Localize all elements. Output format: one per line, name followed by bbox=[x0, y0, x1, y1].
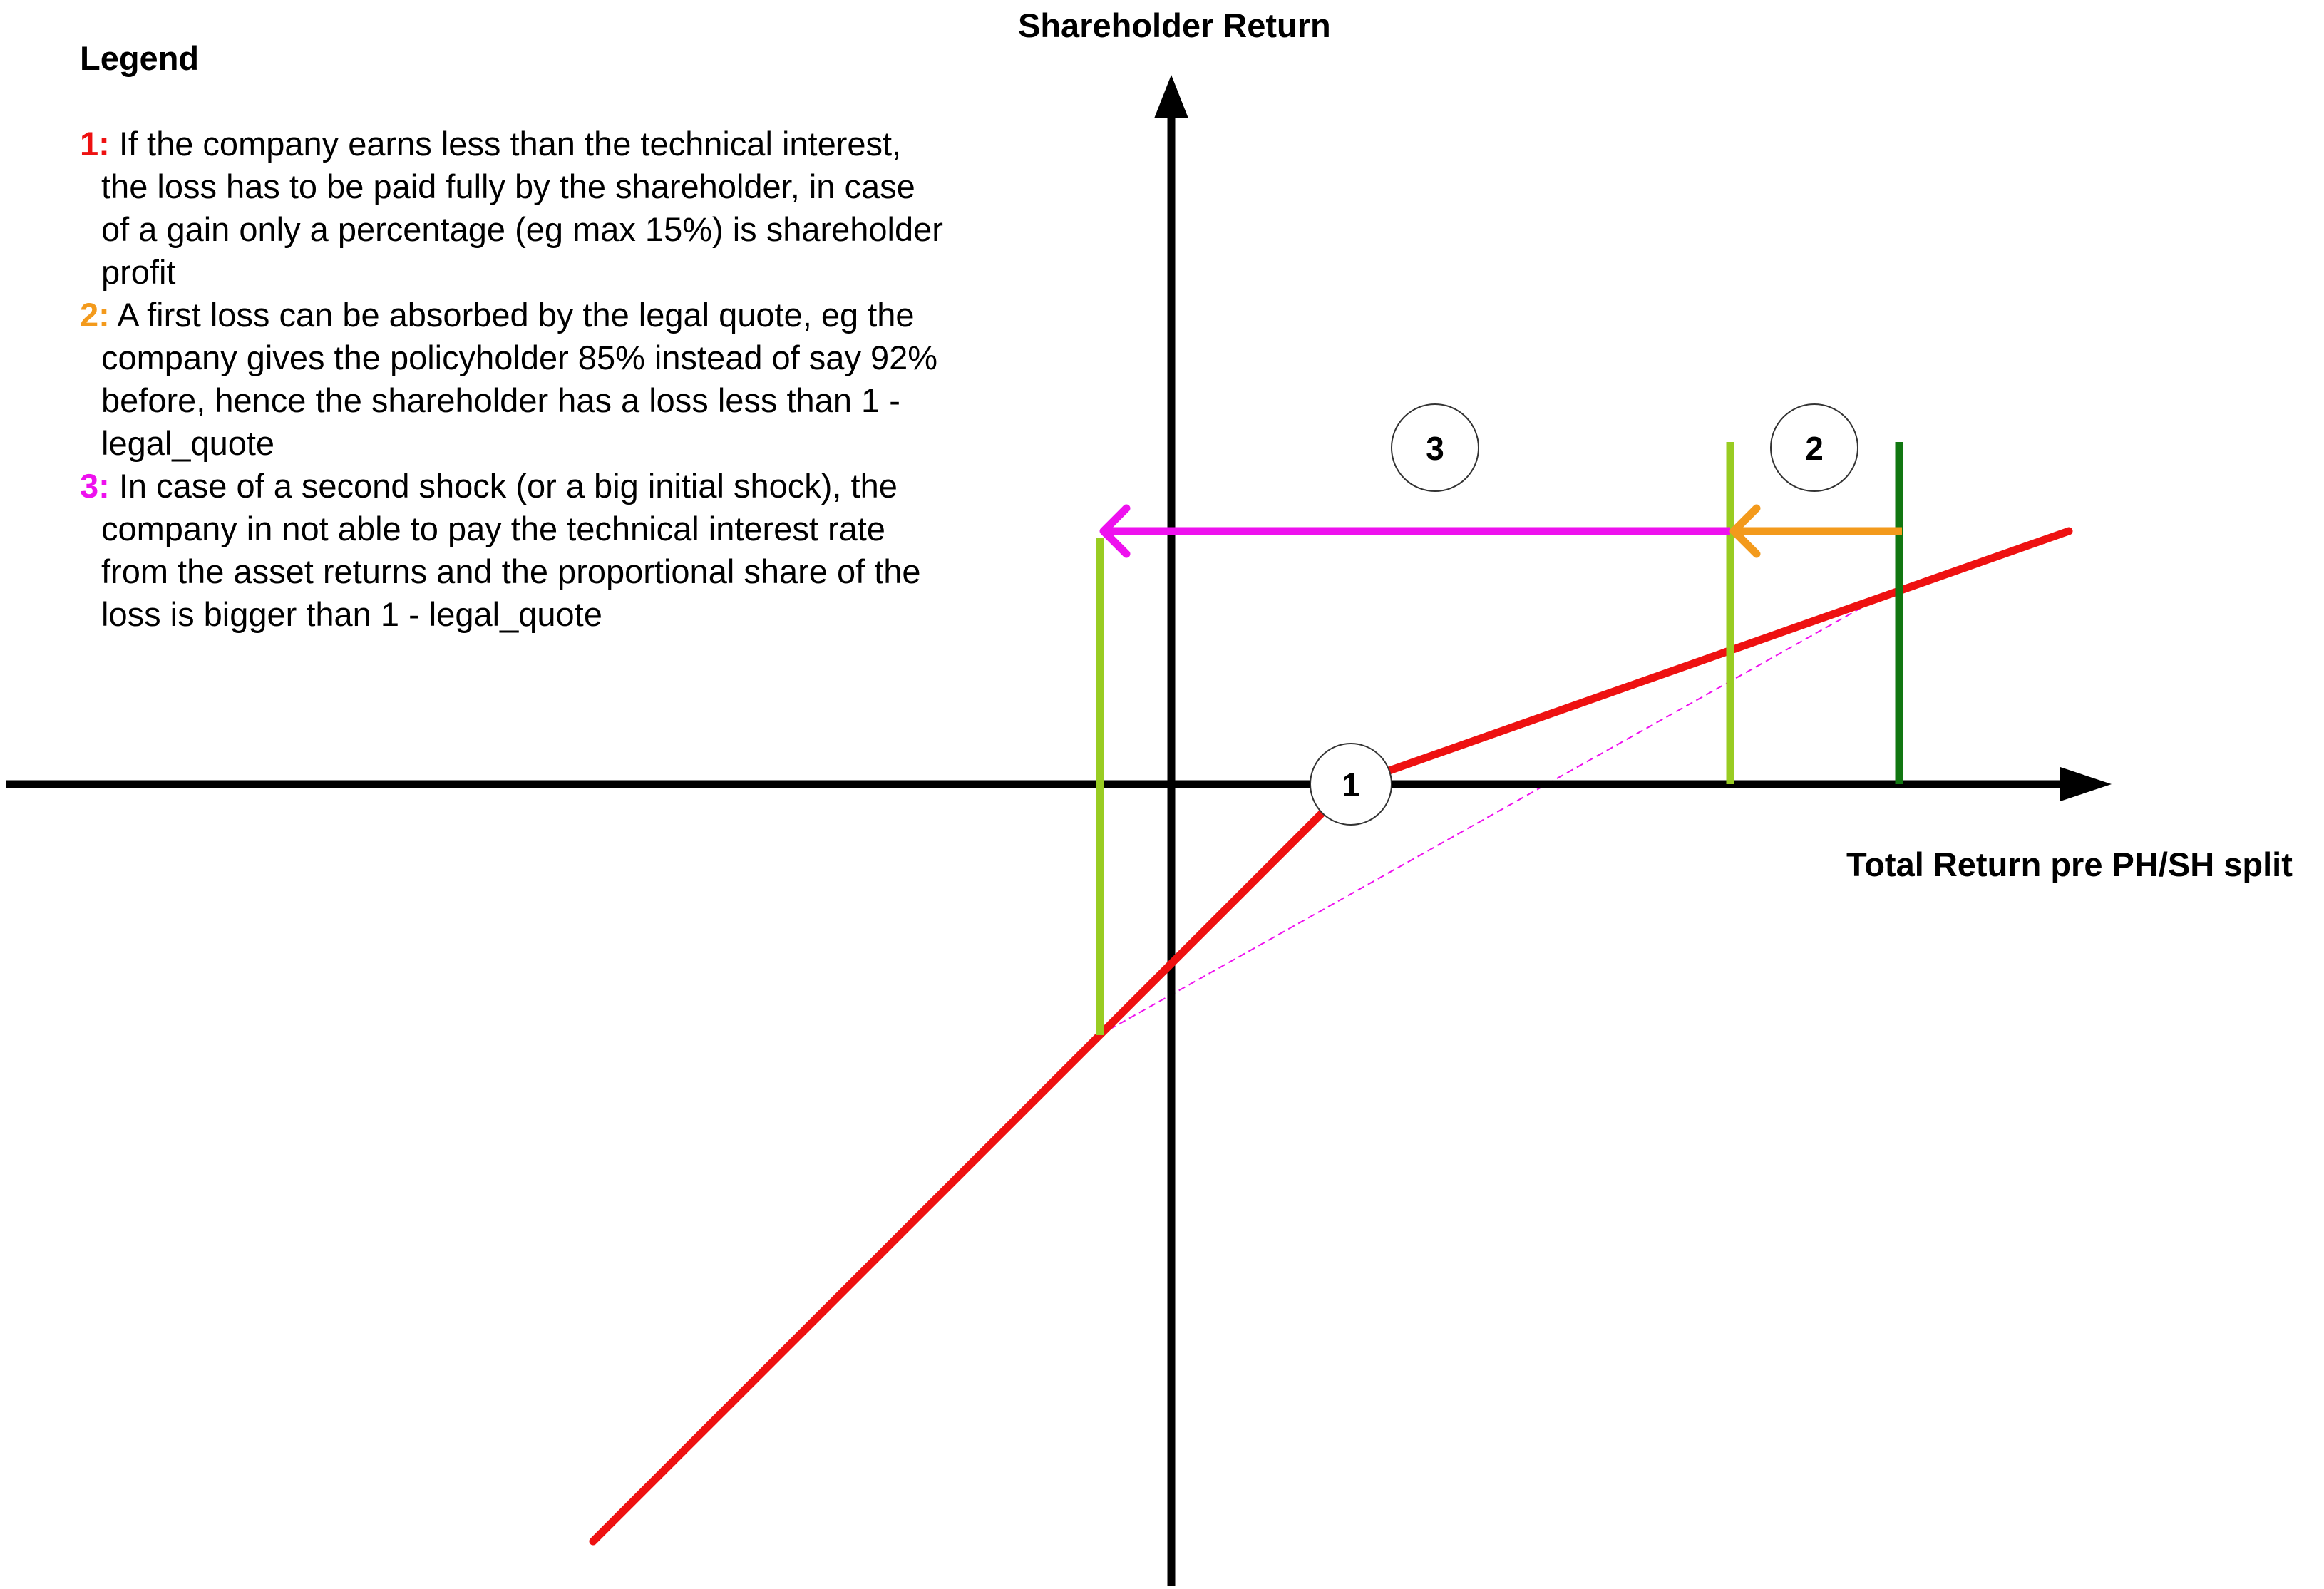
legend-item-2: 2: A first loss can be absorbed by the l… bbox=[80, 294, 950, 465]
legend-item-3: 3: In case of a second shock (or a big i… bbox=[80, 465, 950, 636]
legend: Legend 1: If the company earns less than… bbox=[80, 37, 950, 636]
marker-3-label: 3 bbox=[1426, 430, 1444, 467]
marker-1: 1 bbox=[1310, 743, 1392, 826]
proportional-dashed-line bbox=[1099, 607, 1863, 1036]
x-axis-title: Total Return pre PH/SH split bbox=[1846, 845, 2293, 883]
x-axis-arrowhead bbox=[2060, 767, 2112, 801]
legend-item-1: 1: If the company earns less than the te… bbox=[80, 123, 950, 294]
second-shock-arrowhead bbox=[1099, 504, 1131, 558]
legend-item-2-number: 2: bbox=[80, 296, 110, 334]
legend-title: Legend bbox=[80, 39, 200, 77]
legend-item-2-text: A first loss can be absorbed by the lega… bbox=[101, 296, 938, 462]
marker-3: 3 bbox=[1391, 403, 1479, 492]
legend-item-3-number: 3: bbox=[80, 467, 110, 505]
marker-1-label: 1 bbox=[1342, 766, 1360, 803]
y-axis-title: Shareholder Return bbox=[1018, 6, 1331, 44]
legend-item-1-number: 1: bbox=[80, 125, 110, 163]
shareholder-payoff-line bbox=[589, 527, 2073, 1546]
y-axis-arrowhead bbox=[1154, 75, 1188, 118]
legend-item-1-text: If the company earns less than the techn… bbox=[101, 125, 943, 291]
legend-item-3-text: In case of a second shock (or a big init… bbox=[101, 467, 921, 633]
marker-2: 2 bbox=[1770, 403, 1858, 492]
marker-2-label: 2 bbox=[1805, 430, 1824, 467]
legal-quote-arrowhead bbox=[1729, 504, 1761, 558]
